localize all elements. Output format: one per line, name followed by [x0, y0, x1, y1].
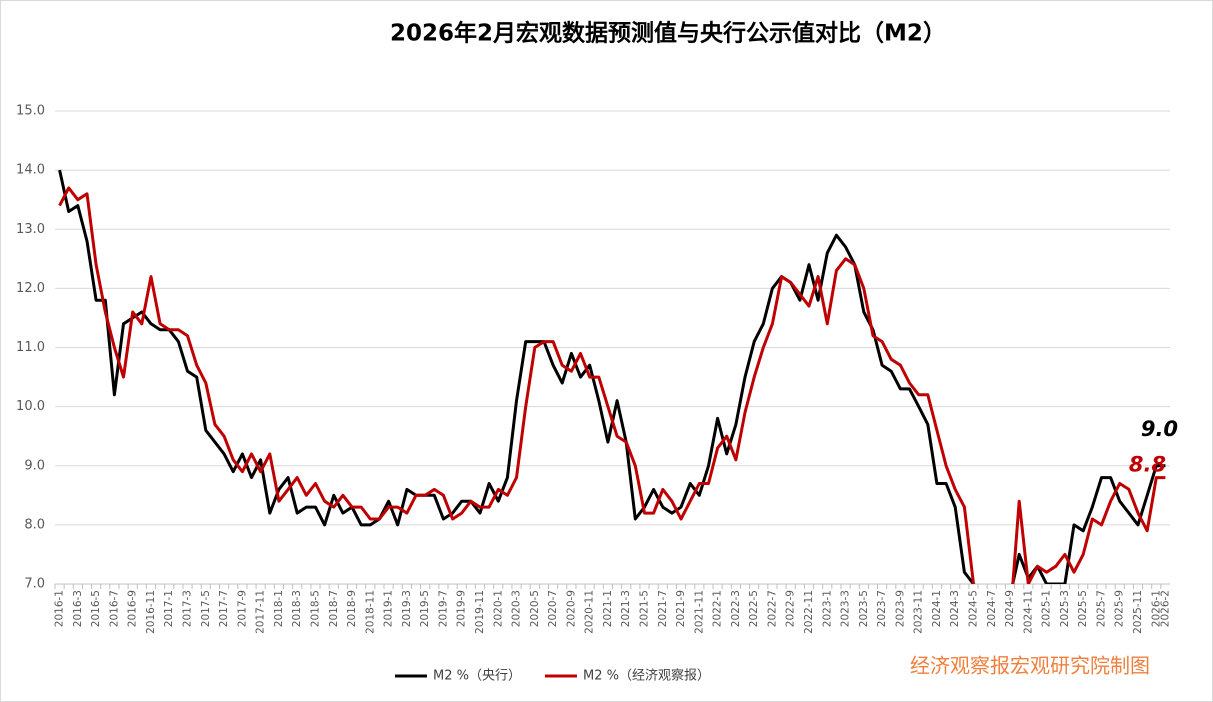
- source-note: 经济观察报宏观研究院制图: [910, 654, 1150, 678]
- x-tick-label: 2023-7: [876, 590, 888, 627]
- chart-title: 2026年2月宏观数据预测值与央行公示值对比（M2）: [390, 20, 946, 47]
- x-tick-label: 2022-11: [803, 590, 815, 634]
- x-tick-label: 2018-1: [273, 590, 285, 627]
- y-tick-label: 12.0: [16, 281, 45, 296]
- x-tick-label: 2023-11: [913, 590, 925, 634]
- x-tick-label: 2016-3: [72, 590, 84, 627]
- x-tick-label: 2023-3: [840, 590, 852, 627]
- x-tick-label: 2018-11: [364, 590, 376, 634]
- x-tick-label: 2026-2: [1159, 590, 1171, 627]
- x-tick-label: 2024-5: [968, 590, 980, 627]
- x-tick-label: 2019-7: [437, 590, 449, 627]
- plot-lines: [58, 169, 1166, 584]
- x-tick-label: 2023-1: [821, 590, 833, 627]
- y-tick-label: 9.0: [24, 458, 45, 473]
- x-tick-label: 2021-5: [638, 590, 650, 627]
- x-tick-label: 2016-11: [145, 590, 157, 634]
- x-tick-label: 2019-9: [456, 590, 468, 627]
- x-tick-label: 2020-3: [511, 590, 523, 627]
- x-tick-label: 2022-7: [766, 590, 778, 627]
- y-tick-label: 15.0: [16, 104, 45, 119]
- y-tick-label: 7.0: [24, 577, 45, 592]
- x-tick-label: 2020-11: [584, 590, 596, 634]
- x-tick-label: 2022-3: [730, 590, 742, 627]
- x-tick-label: 2018-5: [309, 590, 321, 627]
- x-tick-label: 2018-7: [328, 590, 340, 627]
- legend-label: M2 %（经济观察报）: [583, 669, 710, 684]
- x-tick-label: 2025-5: [1077, 590, 1089, 627]
- x-tick-label: 2017-3: [182, 590, 194, 627]
- x-tick-label: 2022-9: [785, 590, 797, 627]
- x-tick-label: 2019-11: [474, 590, 486, 634]
- x-tick-label: 2023-5: [858, 590, 870, 627]
- x-tick-label: 2018-9: [346, 590, 358, 627]
- x-tick-label: 2016-7: [108, 590, 120, 627]
- x-tick-label: 2024-7: [986, 590, 998, 627]
- x-tick-label: 2020-7: [547, 590, 559, 627]
- x-tick-label: 2024-1: [931, 590, 943, 627]
- x-tick-label: 2024-11: [1022, 590, 1034, 634]
- x-tick-label: 2016-5: [90, 590, 102, 627]
- x-tick-label: 2019-5: [419, 590, 431, 627]
- y-tick-label: 10.0: [16, 399, 45, 414]
- x-tick-label: 2025-7: [1095, 590, 1107, 627]
- y-tick-label: 11.0: [16, 340, 45, 355]
- x-tick-label: 2025-1: [1041, 590, 1053, 627]
- x-tick-label: 2017-7: [218, 590, 230, 627]
- x-tick-label: 2020-1: [492, 590, 504, 627]
- x-tick-label: 2025-11: [1132, 590, 1144, 634]
- x-tick-label: 2017-5: [200, 590, 212, 627]
- annotation: 8.8: [1129, 453, 1166, 477]
- y-tick-label: 13.0: [16, 222, 45, 237]
- x-tick-label: 2016-9: [127, 590, 139, 627]
- x-tick-label: 2022-1: [712, 590, 724, 627]
- x-tick-label: 2024-9: [1004, 590, 1016, 627]
- x-tick-label: 2025-9: [1114, 590, 1126, 627]
- x-tick-label: 2024-3: [949, 590, 961, 627]
- x-tick-label: 2016-1: [54, 590, 66, 627]
- x-tick-label: 2025-3: [1059, 590, 1071, 627]
- series-line: [58, 186, 1166, 584]
- x-tick-label: 2018-3: [291, 590, 303, 627]
- y-tick-label: 8.0: [24, 517, 45, 532]
- legend-label: M2 %（央行）: [433, 669, 521, 684]
- x-tick-label: 2023-9: [894, 590, 906, 627]
- x-tick-label: 2019-1: [383, 590, 395, 627]
- x-tick-label: 2020-9: [565, 590, 577, 627]
- x-tick-label: 2022-5: [748, 590, 760, 627]
- x-tick-label: 2021-11: [693, 590, 705, 634]
- x-tick-label: 2021-9: [675, 590, 687, 627]
- x-tick-label: 2026-1: [1150, 590, 1162, 627]
- x-tick-label: 2021-3: [620, 590, 632, 627]
- x-tick-label: 2020-5: [529, 590, 541, 627]
- x-tick-label: 2021-1: [602, 590, 614, 627]
- x-tick-label: 2017-1: [163, 590, 175, 627]
- x-tick-label: 2021-7: [657, 590, 669, 627]
- y-tick-label: 14.0: [16, 163, 45, 178]
- annotation: 9.0: [1141, 417, 1178, 441]
- x-tick-label: 2017-11: [255, 590, 267, 634]
- x-tick-label: 2019-3: [401, 590, 413, 627]
- x-tick-label: 2017-9: [236, 590, 248, 627]
